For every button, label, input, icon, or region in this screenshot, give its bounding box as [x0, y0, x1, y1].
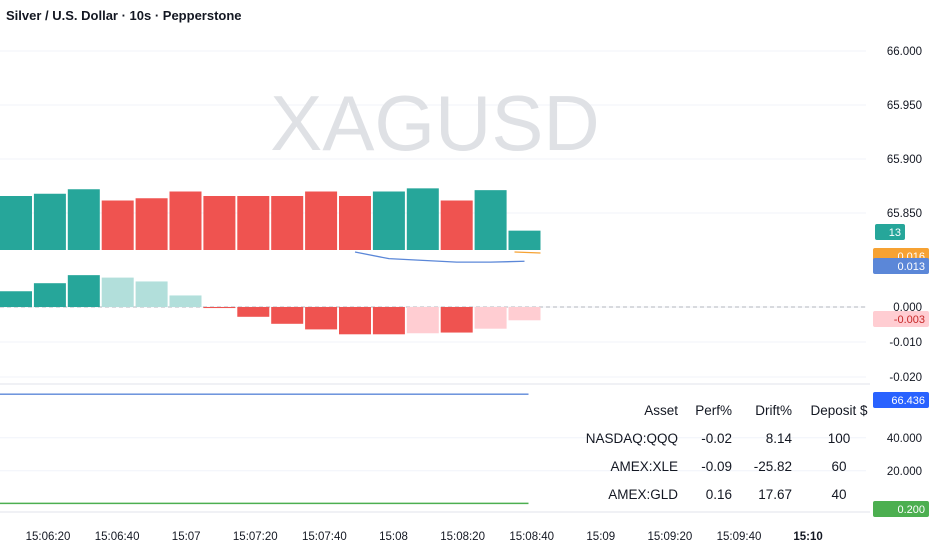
lower-green-badge: 0.200	[873, 501, 929, 517]
cell-perf: -0.02	[701, 430, 732, 446]
histogram-bar	[237, 307, 270, 317]
time-tick-label: 15:09:40	[717, 531, 762, 543]
cell-asset: AMEX:GLD	[608, 486, 678, 502]
histogram-badge: -0.003	[873, 311, 929, 327]
cell-drift: 17.67	[758, 486, 792, 502]
lower-pane	[0, 393, 529, 505]
volume-badge-text: 13	[889, 227, 901, 239]
cell-asset: AMEX:XLE	[610, 458, 678, 474]
time-tick-label: 15:06:40	[95, 531, 140, 543]
time-tick-label: 15:09:20	[648, 531, 693, 543]
histogram-bar	[271, 307, 304, 324]
col-asset: Asset	[644, 402, 678, 418]
volume-bar	[169, 191, 202, 250]
histogram-bar	[440, 307, 473, 333]
volume-bar	[406, 188, 439, 250]
volume-bar	[372, 191, 405, 250]
histogram-badge-text: -0.003	[894, 314, 925, 326]
oscillator-line-a	[354, 251, 525, 263]
volume-bar	[67, 189, 100, 250]
cell-asset: NASDAQ:QQQ	[585, 430, 678, 446]
volume-bar	[203, 196, 236, 250]
oscillator-line-b	[514, 251, 541, 254]
price-tick-label: 65.950	[887, 100, 922, 112]
cell-perf: -0.09	[701, 458, 732, 474]
volume-bar	[440, 200, 473, 250]
cell-deposit: 60	[831, 458, 847, 474]
cell-deposit: 100	[827, 430, 851, 446]
lower-blue-badge-text: 66.436	[891, 395, 925, 407]
price-tick-label: 65.900	[887, 154, 922, 166]
price-tick-label: 65.850	[887, 208, 922, 220]
osc-badge-a: 0.013	[873, 258, 929, 274]
lower-blue-badge: 66.436	[873, 392, 929, 408]
table-header-row: Asset Perf% Drift% Deposit $	[572, 396, 880, 424]
volume-bar	[237, 196, 270, 250]
cell-drift: 8.14	[765, 430, 792, 446]
volume-bar	[339, 196, 371, 250]
cell-deposit: 40	[831, 486, 847, 502]
histogram-bar	[474, 307, 507, 329]
time-tick-label: 15:08:40	[509, 531, 554, 543]
symbol-watermark: XAGUSD	[270, 79, 599, 167]
time-tick-label: 15:07	[172, 531, 201, 543]
table-row: AMEX:XLE -0.09 -25.82 60	[572, 452, 880, 480]
volume-badge-bg	[875, 224, 905, 240]
cell-perf: 0.16	[705, 486, 732, 502]
lower-green-badge-bg	[873, 501, 929, 517]
histogram-bar	[101, 277, 134, 307]
volume-bar	[135, 198, 168, 250]
oscillator-tick-label: -0.020	[889, 372, 922, 384]
volume-bar	[101, 200, 134, 250]
time-tick-label: 15:06:20	[26, 531, 71, 543]
histogram-bar	[339, 307, 371, 335]
volume-bar	[0, 196, 32, 250]
lower-blue-badge-bg	[873, 392, 929, 408]
price-axis: 66.00065.95065.90065.8500.000-0.010-0.02…	[887, 46, 922, 478]
volume-bar	[508, 230, 541, 250]
histogram-bar	[203, 307, 236, 309]
volume-bars	[0, 188, 541, 250]
volume-bar	[305, 191, 338, 250]
volume-bar	[474, 190, 507, 250]
histogram-badge-bg	[873, 311, 929, 327]
price-tick-label: 66.000	[887, 46, 922, 58]
col-perf: Perf%	[695, 402, 732, 418]
volume-bar	[33, 193, 66, 250]
histogram-bar	[406, 307, 439, 334]
time-tick-label: 15:08	[379, 531, 408, 543]
col-deposit: Deposit $	[810, 402, 868, 418]
lower-tick-label: 20.000	[887, 466, 922, 478]
osc-badge-a-text: 0.013	[897, 261, 925, 273]
time-tick-label: 15:07:20	[233, 531, 278, 543]
time-tick-label: 15:10	[793, 531, 822, 543]
chart-title: Silver / U.S. Dollar · 10s · Pepperstone	[6, 8, 242, 23]
volume-bar	[271, 196, 304, 250]
time-tick-label: 15:08:20	[440, 531, 485, 543]
lower-green-badge-text: 0.200	[897, 504, 925, 516]
histogram-bar	[305, 307, 338, 330]
histogram-bar	[0, 291, 32, 307]
col-drift: Drift%	[755, 402, 792, 418]
cell-drift: -25.82	[753, 458, 792, 474]
histogram-bar	[135, 281, 168, 307]
histogram-bar	[67, 275, 100, 307]
oscillator-pane	[0, 251, 541, 335]
histogram-bar	[508, 307, 541, 321]
table-row: AMEX:GLD 0.16 17.67 40	[572, 480, 880, 508]
time-tick-label: 15:07:40	[302, 531, 347, 543]
histogram-bar	[33, 283, 66, 307]
time-axis: 15:06:20 15:06:40 15:07 15:07:20 15:07:40 15:…	[26, 531, 823, 543]
oscillator-tick-label: -0.010	[889, 337, 922, 349]
time-tick-label: 15:09	[586, 531, 615, 543]
histogram-bar	[372, 307, 405, 335]
histogram-bar	[169, 295, 202, 307]
volume-badge: 13	[875, 224, 905, 240]
osc-badge-a-bg	[873, 258, 929, 274]
table-row: NASDAQ:QQQ -0.02 8.14 100	[572, 424, 880, 452]
lower-tick-label: 40.000	[887, 433, 922, 445]
portfolio-table: Asset Perf% Drift% Deposit $ NASDAQ:QQQ …	[572, 396, 880, 508]
